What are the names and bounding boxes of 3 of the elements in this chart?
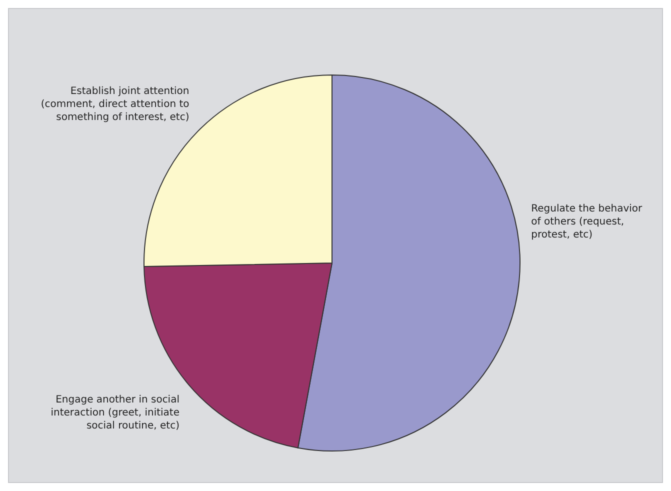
slice-label: Regulate the behavior of others (request, protest, etc) — [531, 204, 644, 241]
slice-label: Establish joint attention (comment, direct attention to something of interest, etc) — [40, 86, 190, 123]
slice-label: Engage another in social interaction (greet, initiate social routine, etc) — [50, 394, 180, 432]
